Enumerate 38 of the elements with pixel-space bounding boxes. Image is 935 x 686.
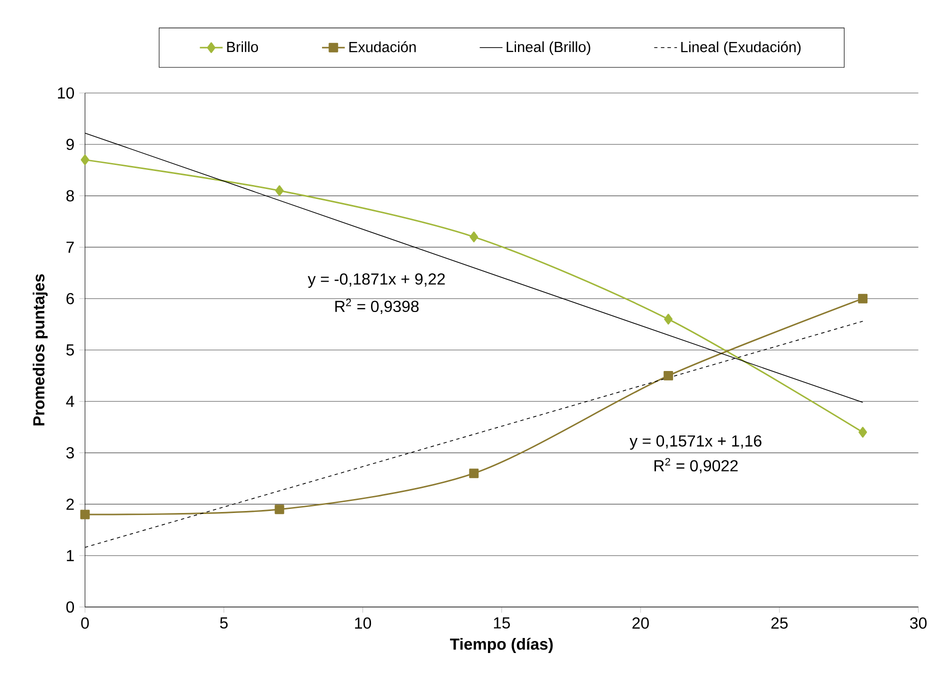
point (858, 294, 868, 304)
y-tick-label: 2 (66, 498, 74, 510)
point (275, 185, 284, 196)
x-axis-title: Tiempo (días) (450, 638, 553, 653)
point (470, 232, 478, 242)
point (858, 426, 868, 438)
x-tick-label: 0 (81, 617, 89, 629)
x-tick-label: 10 (355, 617, 372, 629)
y-tick-label: 7 (66, 242, 74, 253)
annotation: R$^{2}$ = 0,9398 (335, 298, 419, 314)
annotation: y = 0,1571x + 1,16 (630, 435, 762, 450)
point (80, 154, 90, 166)
legend-label: Exudación (349, 41, 416, 52)
legend-label: Lineal (Brillo) (506, 41, 590, 56)
y-tick-label: 10 (58, 87, 74, 99)
y-tick-label: 1 (66, 550, 74, 562)
point (664, 370, 674, 380)
y-axis-title: Promedios puntajes (32, 274, 48, 426)
annotation: y = -0,1871x + 9,22 (308, 273, 445, 288)
y-tick-label: 6 (66, 292, 74, 304)
point (469, 468, 479, 478)
point (664, 314, 673, 325)
y-tick-label: 5 (66, 344, 74, 356)
y-tick-label: 0 (66, 601, 74, 613)
x-tick-label: 30 (910, 617, 927, 629)
x-tick-label: 25 (771, 617, 788, 629)
point (274, 504, 284, 514)
legend-label: Brillo (227, 41, 258, 52)
x-tick-label: 5 (220, 617, 228, 629)
y-tick-label: 4 (66, 396, 74, 407)
y-tick-label: 9 (66, 138, 74, 150)
y-tick-label: 3 (66, 447, 74, 458)
y-tick-label: 8 (66, 190, 74, 202)
point (80, 510, 90, 520)
x-tick-label: 15 (494, 617, 510, 629)
x-tick-label: 20 (632, 617, 649, 629)
legend-label: Lineal (Exudación) (681, 41, 801, 56)
annotation: R$^{2}$ = 0,9022 (654, 458, 738, 474)
